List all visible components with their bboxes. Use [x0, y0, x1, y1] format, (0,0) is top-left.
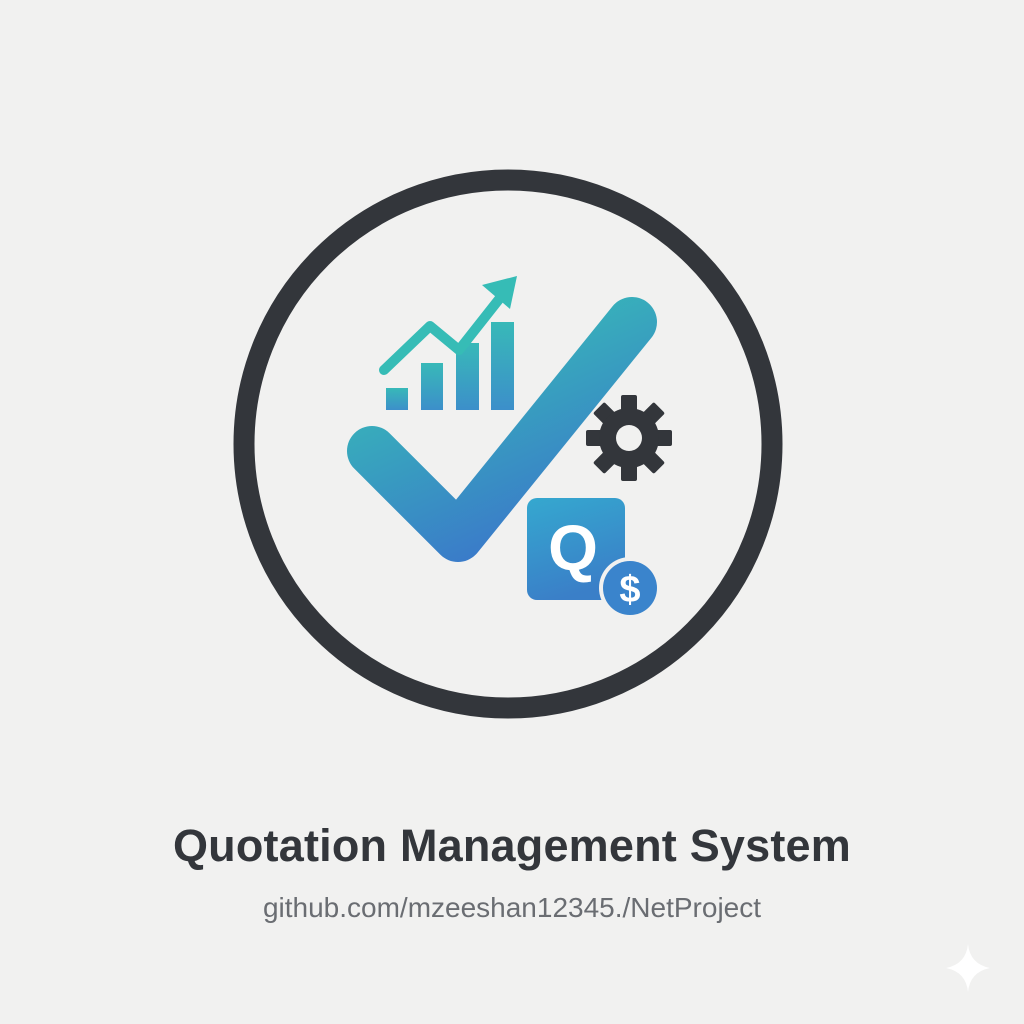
- page-title: Quotation Management System: [172, 820, 851, 871]
- gear-icon: [586, 395, 672, 481]
- repository-link[interactable]: github.com/mzeeshan12345./NetProject: [262, 892, 762, 923]
- bar-chart-trend-icon: [379, 276, 517, 410]
- quote-badge-icon: Q: [527, 498, 625, 600]
- badge-letter: Q: [548, 512, 598, 584]
- coin-symbol: $: [619, 569, 640, 611]
- sparkle-icon: [946, 944, 990, 992]
- emblem-ring: [233, 169, 783, 719]
- dollar-coin-icon: $: [599, 557, 661, 619]
- checkmark-icon: [347, 297, 657, 562]
